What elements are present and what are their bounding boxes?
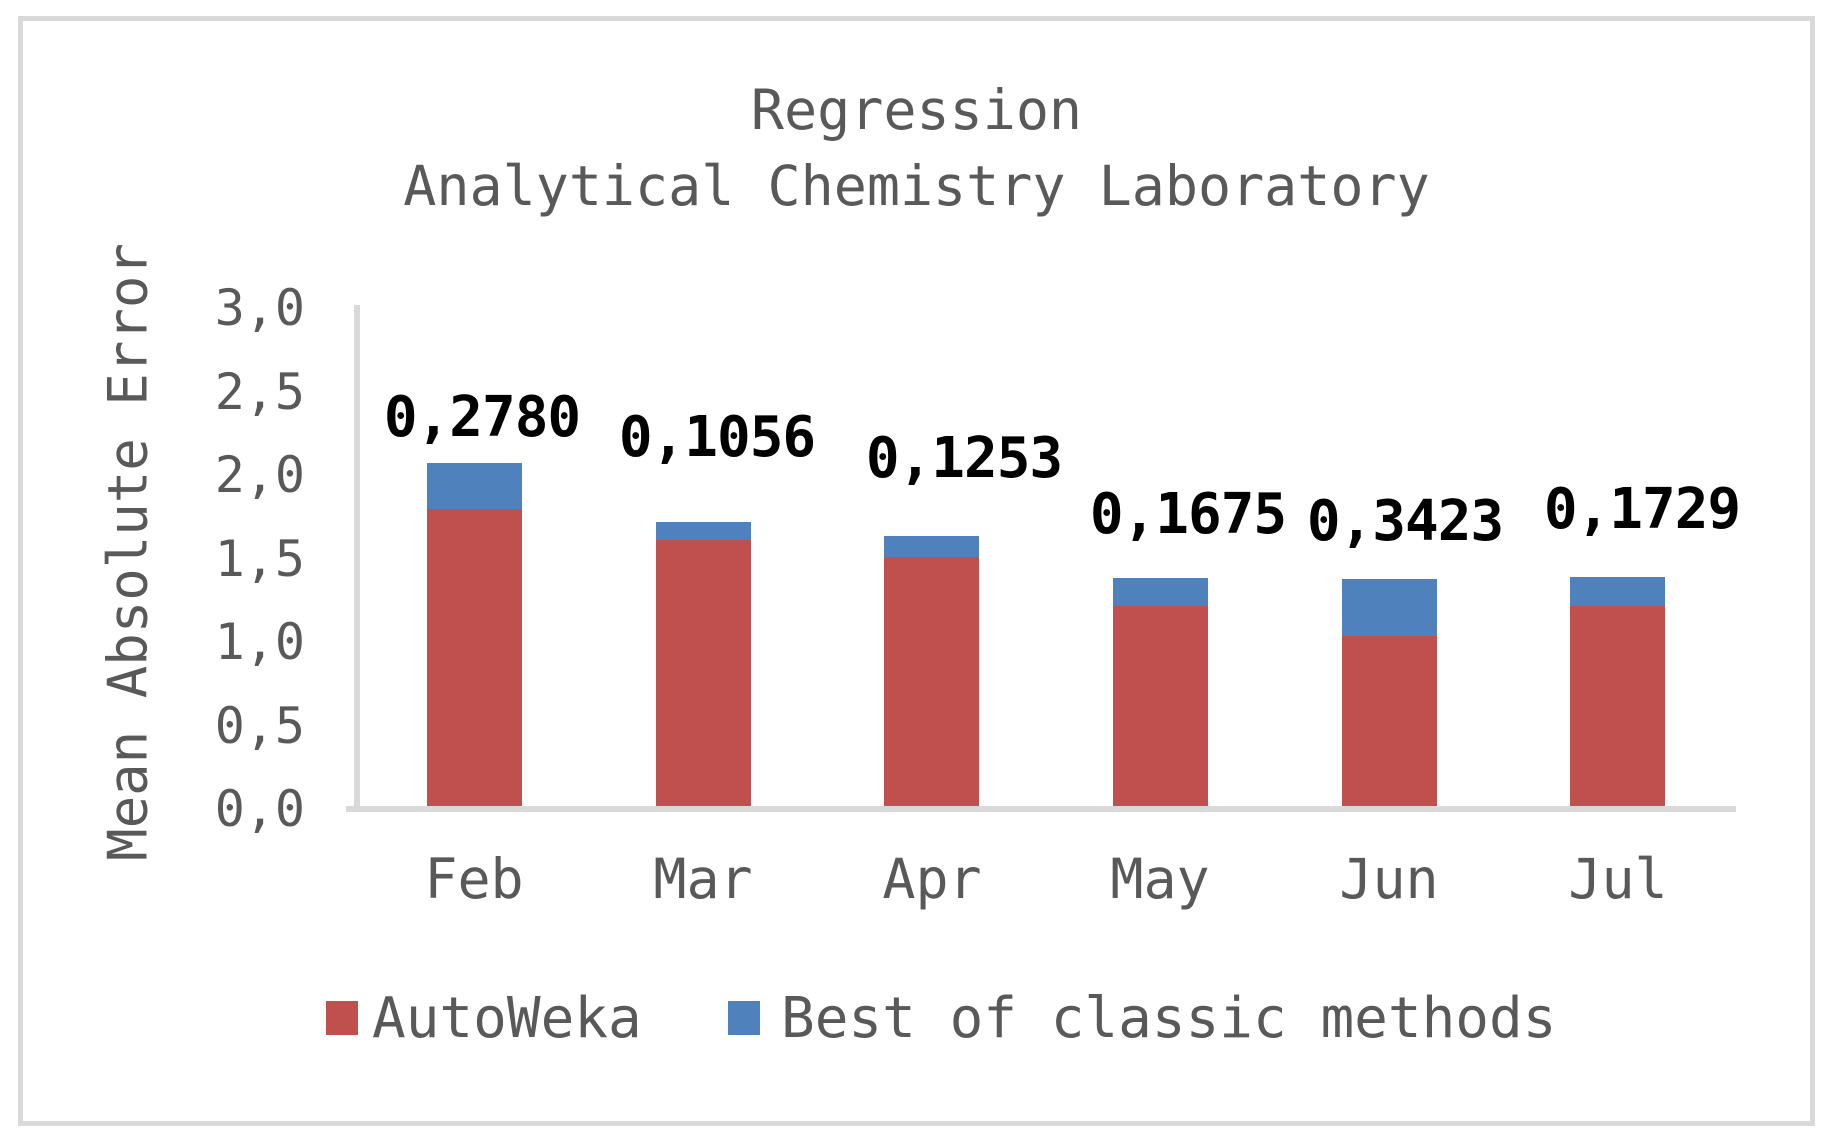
y-tick-label: 1,5 [214, 529, 305, 588]
legend-swatch [728, 1001, 760, 1035]
bar-segment-autoweka [884, 557, 979, 806]
x-axis-line [346, 806, 1736, 812]
y-tick-label: 2,5 [214, 362, 305, 421]
bar-segment-autoweka [427, 509, 522, 806]
legend-label: Best of classic methods [781, 986, 1557, 1051]
x-category-label: May [1110, 847, 1210, 911]
x-category-label: Feb [424, 847, 524, 911]
bar-segment-best-of-classic-methods [1570, 577, 1665, 606]
data-label: 0,2780 [383, 385, 581, 450]
bar-segment-best-of-classic-methods [1113, 578, 1208, 606]
y-tick-label: 3,0 [214, 279, 305, 337]
y-tick-label: 2,0 [214, 446, 305, 504]
legend-swatch [326, 1001, 358, 1035]
bar-segment-best-of-classic-methods [884, 536, 979, 557]
bar-segment-autoweka [656, 540, 751, 806]
x-category-label: Apr [882, 847, 982, 911]
chart-title-block: Regression Analytical Chemistry Laborator… [0, 72, 1833, 224]
data-label: 0,1729 [1543, 477, 1741, 542]
y-tick-label: 1,0 [214, 613, 305, 671]
legend-label: AutoWeka [372, 986, 642, 1051]
bar-segment-best-of-classic-methods [656, 522, 751, 540]
data-label: 0,1253 [865, 426, 1063, 491]
data-label: 0,1675 [1089, 482, 1287, 547]
y-axis-line [354, 305, 360, 812]
bar-segment-autoweka [1342, 636, 1437, 806]
data-label: 0,3423 [1306, 489, 1504, 554]
bar-segment-autoweka [1570, 606, 1665, 806]
bar-segment-autoweka [1113, 606, 1208, 806]
x-category-label: Jun [1339, 847, 1439, 911]
y-tick-label: 0,5 [214, 696, 305, 755]
bar-segment-best-of-classic-methods [1342, 579, 1437, 636]
chart-title: Regression [750, 78, 1083, 142]
bar-segment-best-of-classic-methods [427, 463, 522, 509]
y-tick-label: 0,0 [214, 780, 305, 838]
x-category-label: Mar [653, 847, 753, 911]
chart-subtitle: Analytical Chemistry Laboratory [403, 154, 1430, 218]
data-label: 0,1056 [618, 405, 816, 470]
x-category-label: Jul [1568, 847, 1668, 911]
